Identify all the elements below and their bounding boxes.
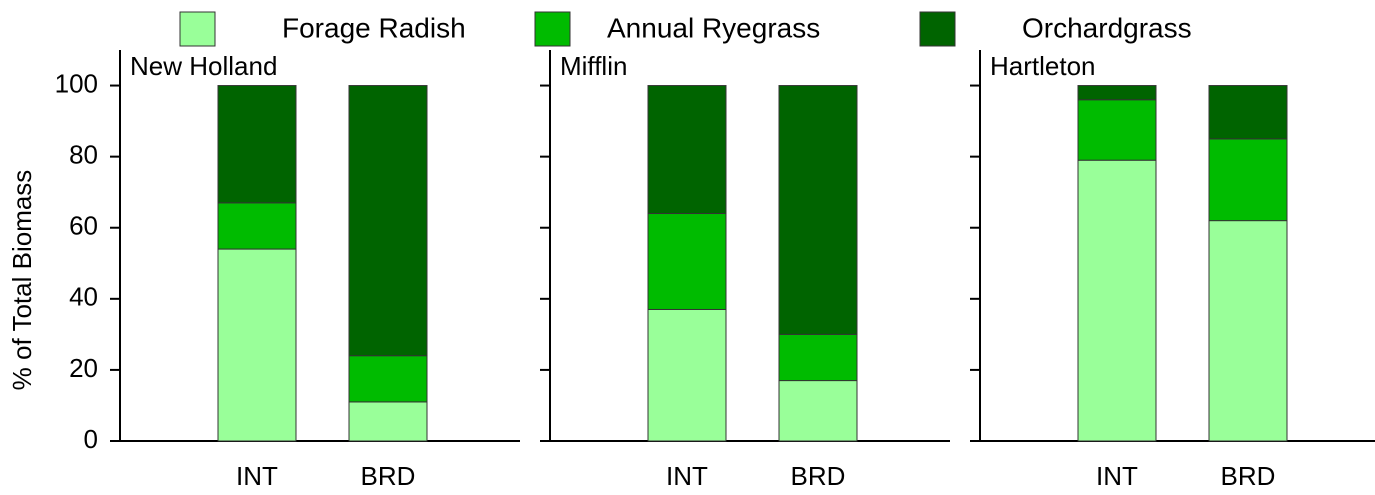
y-tick-label: 60	[69, 211, 98, 241]
bar-segment	[647, 213, 727, 310]
bar-segment	[778, 380, 858, 442]
legend-label: Orchardgrass	[1022, 12, 1192, 43]
y-axis-label: % of Total Biomass	[7, 170, 37, 391]
y-tick-label: 0	[84, 424, 98, 454]
x-tick-label: INT	[666, 461, 708, 491]
bar-segment	[1208, 220, 1288, 442]
bar-segment	[348, 355, 428, 403]
panel-title: Hartleton	[990, 51, 1096, 81]
bar-segment	[217, 85, 297, 204]
x-tick-label: INT	[1096, 461, 1138, 491]
y-tick-label: 80	[69, 140, 98, 170]
y-tick-label: 40	[69, 282, 98, 312]
bar-segment	[348, 401, 428, 442]
x-tick-label: INT	[236, 461, 278, 491]
bar-segment	[1208, 85, 1288, 140]
bar-segment	[1077, 85, 1157, 101]
bar-segment	[778, 333, 858, 382]
bar-segment	[778, 85, 858, 335]
bar-segment	[1077, 99, 1157, 161]
legend-label: Forage Radish	[282, 12, 466, 43]
bar-segment	[1208, 138, 1288, 222]
legend-label: Annual Ryegrass	[607, 12, 820, 43]
legend-swatch	[919, 11, 956, 47]
y-tick-label: 100	[55, 68, 98, 98]
bar-segment	[647, 85, 727, 215]
panel-title: Mifflin	[560, 51, 627, 81]
bar-segment	[647, 308, 727, 442]
x-tick-label: BRD	[361, 461, 416, 491]
x-tick-label: BRD	[1221, 461, 1276, 491]
x-tick-label: BRD	[791, 461, 846, 491]
legend-swatch	[179, 11, 216, 47]
bar-segment	[1077, 159, 1157, 442]
bar-segment	[348, 85, 428, 357]
y-tick-label: 20	[69, 353, 98, 383]
legend-swatch	[534, 11, 571, 47]
bar-segment	[217, 202, 297, 250]
bar-segment	[217, 248, 297, 442]
panel-title: New Holland	[130, 51, 277, 81]
